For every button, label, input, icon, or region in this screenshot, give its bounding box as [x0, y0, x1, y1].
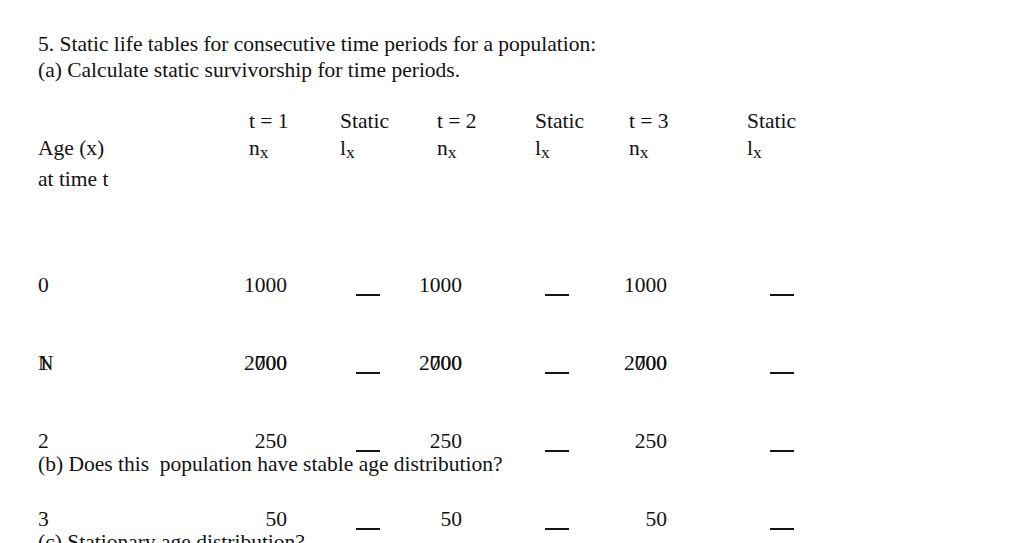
question-b: (b) Does this population have stable age… — [38, 451, 771, 477]
age-value: 0 — [38, 272, 60, 298]
nx-value: 1000 — [157, 272, 287, 298]
age-column-header: Age (x) — [38, 135, 104, 161]
symbol-base: n — [249, 136, 260, 160]
questions-block: (b) Does this population have stable age… — [38, 399, 771, 543]
col-header-t2: t = 2 — [437, 108, 477, 134]
question-c: (c) Stationary age distribution? — [38, 529, 771, 543]
symbol-subscript: x — [346, 142, 355, 162]
nx-value: 1000 — [332, 272, 462, 298]
n-total-t2: 2000 — [332, 350, 462, 376]
n-total-t3: 2000 — [537, 350, 667, 376]
symbol-subscript: x — [448, 142, 457, 162]
blank-answer-line — [545, 294, 569, 320]
lx-symbol-2: lx — [535, 135, 550, 161]
symbol-subscript: x — [753, 142, 762, 162]
nx-symbol-t1: nx — [249, 135, 269, 161]
symbol-base: n — [629, 136, 640, 160]
lx-blank-lines-t3 — [770, 242, 794, 543]
symbol-base: n — [437, 136, 448, 160]
symbol-subscript: x — [541, 142, 550, 162]
problem-part-a: (a) Calculate static survivorship for ti… — [38, 57, 460, 83]
lx-symbol-1: lx — [340, 135, 355, 161]
nx-symbol-t3: nx — [629, 135, 649, 161]
lx-symbol-3: lx — [747, 135, 762, 161]
document-page: 5. Static life tables for consecutive ti… — [0, 0, 1024, 543]
problem-title: 5. Static life tables for consecutive ti… — [38, 31, 596, 57]
symbol-subscript: x — [640, 142, 649, 162]
symbol-subscript: x — [260, 142, 269, 162]
col-header-t1: t = 1 — [249, 108, 289, 134]
n-total-label: N — [38, 350, 54, 376]
col-header-t3: t = 3 — [629, 108, 669, 134]
blank-answer-line — [356, 294, 380, 320]
col-header-static-3: Static — [747, 108, 796, 134]
blank-answer-line — [770, 528, 794, 543]
age-column-subheader: at time t — [38, 166, 108, 192]
blank-answer-line — [770, 450, 794, 476]
col-header-static-1: Static — [340, 108, 389, 134]
blank-answer-line — [770, 294, 794, 320]
blank-answer-line — [770, 372, 794, 398]
n-total-t1: 2000 — [157, 350, 287, 376]
nx-symbol-t2: nx — [437, 135, 457, 161]
col-header-static-2: Static — [535, 108, 584, 134]
